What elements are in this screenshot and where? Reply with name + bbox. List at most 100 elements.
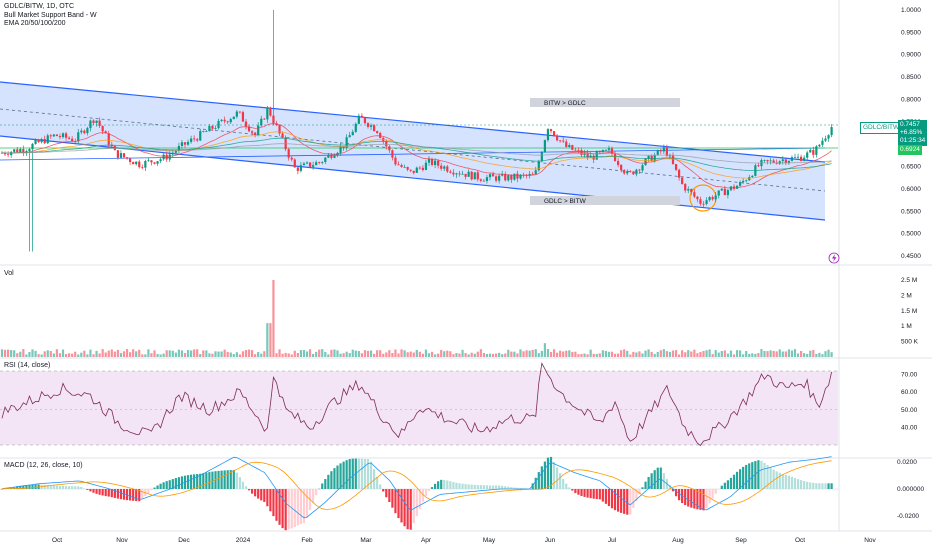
volume-bar <box>565 350 568 357</box>
candle-body <box>632 171 635 175</box>
candle-body <box>269 107 272 116</box>
time-axis-label: Jun <box>545 537 556 544</box>
volume-bar <box>403 350 406 357</box>
candle-body <box>107 133 110 145</box>
indicator-ema-label[interactable]: EMA 20/50/100/200 <box>4 20 66 27</box>
volume-bar <box>315 351 318 357</box>
candle-body <box>482 180 485 182</box>
macd-tick-label: 0.000000 <box>897 486 924 493</box>
time-axis-label: Nov <box>116 537 128 544</box>
volume-bar <box>437 353 440 357</box>
volume-bar <box>296 353 299 357</box>
indicator-bmsb-label[interactable]: Bull Market Support Band - W <box>4 11 97 19</box>
volume-bar <box>568 350 571 357</box>
volume-bar <box>681 350 684 357</box>
volume-bar <box>205 350 208 357</box>
macd-histogram-bar <box>690 489 693 508</box>
candle-body <box>385 141 388 147</box>
macd-histogram-bar <box>251 489 254 494</box>
candle-body <box>458 173 461 175</box>
candle-body <box>705 200 708 204</box>
candle-body <box>784 159 787 164</box>
macd-histogram-bar <box>159 483 162 489</box>
macd-histogram-bar <box>287 489 290 530</box>
candle-body <box>681 177 684 185</box>
volume-pane-label[interactable]: Vol <box>4 270 14 277</box>
candle-body <box>629 171 632 173</box>
candle-body <box>717 190 720 196</box>
volume-bar <box>699 352 702 357</box>
macd-histogram-bar <box>763 462 766 489</box>
macd-histogram-bar <box>732 474 736 489</box>
macd-histogram-bar <box>705 489 708 509</box>
macd-histogram-bar <box>623 489 626 514</box>
macd-histogram-bar <box>601 489 604 502</box>
candle-body <box>369 125 373 127</box>
volume-bar <box>61 349 65 357</box>
candle-body <box>376 131 379 133</box>
volume-bar <box>226 351 229 357</box>
macd-histogram-bar <box>55 485 58 489</box>
macd-histogram-bar <box>107 489 110 497</box>
volume-bar <box>464 352 467 357</box>
volume-bar <box>461 349 464 357</box>
volume-bar <box>369 350 373 357</box>
last-price-value: 0.7457 <box>900 121 920 128</box>
symbol-title[interactable]: GDLC/BITW, 1D, OTC <box>4 3 75 10</box>
candle-body <box>470 171 473 180</box>
candle-body <box>702 203 705 205</box>
macd-histogram-bar <box>461 483 464 489</box>
macd-histogram-bar <box>488 485 492 489</box>
macd-histogram-bar <box>455 482 458 489</box>
volume-bar <box>421 353 424 357</box>
candle-body <box>290 157 293 160</box>
candle-body <box>400 165 403 167</box>
time-axis-label: Dec <box>178 537 190 544</box>
volume-bar <box>333 349 336 357</box>
volume-bar <box>107 350 110 357</box>
macd-histogram-bar <box>379 484 382 489</box>
volume-bar <box>162 353 165 357</box>
volume-bar <box>534 349 537 357</box>
volume-bar <box>803 353 806 357</box>
candle-body <box>391 150 394 158</box>
volume-bar <box>434 354 437 357</box>
candle-body <box>135 161 138 165</box>
macd-histogram-bar <box>702 489 705 511</box>
volume-bar <box>119 353 123 357</box>
macd-histogram-bar <box>534 477 537 489</box>
macd-histogram-bar <box>772 469 775 489</box>
rsi-tick-label: 70.00 <box>901 372 918 379</box>
rsi-pane-label[interactable]: RSI (14, close) <box>4 362 51 369</box>
volume-bar <box>623 349 626 357</box>
macd-histogram-bar <box>135 489 138 502</box>
macd-histogram-bar <box>376 476 379 489</box>
macd-pane-label[interactable]: MACD (12, 26, close, 10) <box>4 462 83 469</box>
candle-body <box>440 165 443 169</box>
volume-bar <box>488 353 492 357</box>
macd-histogram-bar <box>687 489 690 507</box>
candle-body <box>827 135 830 139</box>
volume-bar <box>796 353 800 357</box>
macd-histogram-bar <box>668 485 672 489</box>
ema-50-line <box>1 131 832 179</box>
volume-bar <box>400 349 403 357</box>
macd-histogram-bar <box>543 461 546 489</box>
candle-body <box>141 167 144 168</box>
candle-body <box>787 160 790 164</box>
volume-bar <box>49 351 52 357</box>
candle-body <box>507 175 510 181</box>
candle-body <box>607 148 611 150</box>
volume-bar <box>696 353 699 357</box>
volume-bar <box>601 350 604 357</box>
macd-histogram-bar <box>290 489 293 529</box>
candle-body <box>16 149 19 153</box>
macd-histogram-bar <box>156 485 159 489</box>
annotation-bottom-label: GDLC > BITW <box>544 198 587 205</box>
candle-body <box>174 150 177 153</box>
macd-histogram-bar <box>552 461 556 489</box>
volume-bar <box>693 349 696 357</box>
macd-histogram-bar <box>293 489 296 528</box>
macd-histogram-bar <box>684 489 687 506</box>
volume-bar <box>391 353 394 357</box>
